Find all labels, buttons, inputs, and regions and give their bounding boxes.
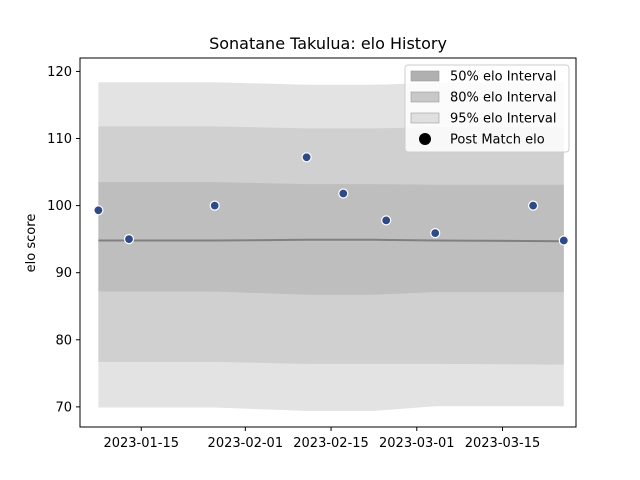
mean-line-group [98, 238, 564, 243]
data-point [381, 215, 392, 226]
x-tick-label: 2023-03-15 [465, 436, 541, 451]
legend-label: 95% elo Interval [450, 112, 557, 127]
x-tick-label: 2023-02-01 [208, 436, 284, 451]
data-point [338, 188, 349, 199]
chart-title: Sonatane Takulua: elo History [209, 34, 447, 53]
post-match-points [93, 152, 569, 246]
data-point [430, 228, 441, 239]
legend-label: Post Match elo [450, 133, 545, 148]
y-tick-label: 70 [55, 400, 72, 415]
y-tick-label: 90 [55, 266, 72, 281]
x-tick-label: 2023-02-15 [293, 436, 369, 451]
legend-swatch [410, 91, 440, 103]
legend: 50% elo Interval 80% elo Interval 95% elo … [404, 64, 570, 153]
legend-marker [419, 133, 431, 145]
interval-band-2 [98, 182, 564, 295]
data-point [93, 205, 104, 216]
y-axis: 70 80 90 100 110 120 [47, 65, 80, 415]
x-tick-label: 2023-03-01 [379, 436, 455, 451]
y-tick-label: 110 [47, 132, 72, 147]
data-point [558, 235, 569, 246]
data-point [527, 200, 539, 211]
y-axis-label: elo score [24, 214, 39, 273]
y-tick-label: 100 [47, 199, 72, 214]
plot-frame [79, 57, 577, 428]
data-point [301, 152, 312, 163]
data-point [209, 200, 220, 211]
legend-box [404, 64, 570, 153]
x-axis: 2023-01-15 2023-02-01 2023-02-15 2023-03-01… [103, 427, 540, 451]
y-tick-label: 120 [47, 65, 72, 80]
legend-swatch [410, 112, 440, 124]
interval-bands [98, 82, 564, 411]
y-tick-label: 80 [55, 333, 72, 348]
legend-label: 50% elo Interval [450, 70, 557, 85]
legend-label: 80% elo Interval [450, 91, 557, 106]
legend-swatch [410, 70, 440, 82]
x-tick-label: 2023-01-15 [103, 436, 179, 451]
mean-elo-line [98, 238, 564, 243]
data-point [123, 234, 135, 245]
